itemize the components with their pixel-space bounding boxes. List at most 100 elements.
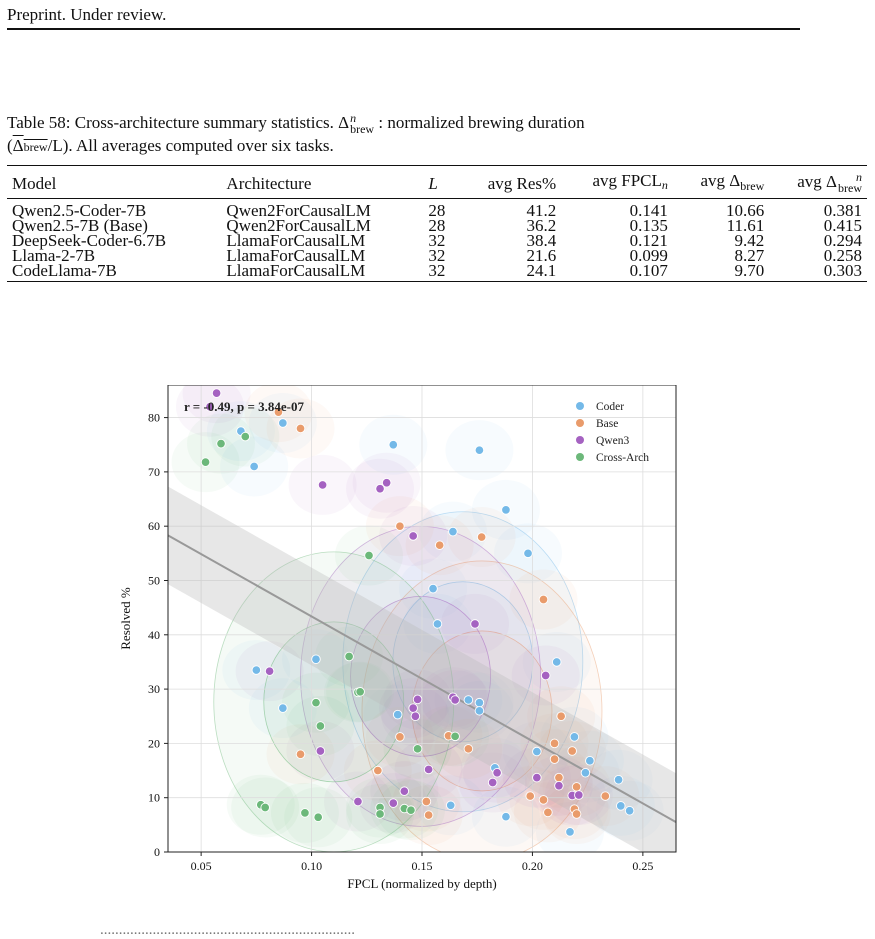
cell-res: 36.2 [526,216,557,235]
data-point-base [434,540,445,550]
cell-res: 41.2 [526,201,557,220]
data-point-coder [251,665,262,675]
data-point-cross-arch [300,808,310,818]
header-rule [7,28,800,30]
data-point-coder [474,697,485,708]
caption-lead: Table 58: Cross-architecture summary sta… [7,113,334,132]
y-tick-label: 0 [154,845,160,859]
x-tick-label: 0.10 [301,859,322,873]
data-point-qwen3 [487,777,498,788]
trend-confidence-band [168,486,676,852]
col-brew-sub: brew [740,178,765,193]
cell-L: 32 [428,231,446,250]
cell-L: 28 [428,216,446,235]
col-brew-label: avg Δ [700,170,741,190]
data-point-coder [428,583,438,594]
data-point-qwen3 [492,767,502,778]
legend-label: Base [596,418,618,430]
data-point-coder [501,505,511,515]
cell-brewn: 0.415 [823,216,862,235]
caption-ratio-over: Δbrew [13,136,48,155]
cell-model: Qwen2.5-Coder-7B [12,201,147,220]
col-fpcl-sub: n [661,178,668,192]
table-row: Qwen2.5-Coder-7B Qwen2ForCausalLM 28 41.… [7,199,867,219]
data-point-qwen3 [205,401,215,412]
col-brewn-sub: brew [838,181,862,195]
density-contour-inner [263,621,405,783]
col-brewn-sup: n [856,170,862,184]
cell-fpcl: 0.141 [629,201,668,220]
caption-delta-symbol: Δ [338,113,350,132]
caption-colon-text: : normalized brewing duration [378,113,585,132]
data-point-coder [311,654,321,664]
data-point-coder [474,706,485,716]
data-point-base [571,782,582,792]
data-point-coder [463,695,474,705]
legend-label: Coder [596,401,624,413]
cell-arch: LlamaForCausalLM [221,262,424,282]
y-tick-label: 30 [148,682,160,696]
cell-arch: Qwen2ForCausalLM [226,201,371,220]
data-point-cross-arch [313,812,323,822]
cell-arch: Qwen2ForCausalLM [226,216,371,235]
data-point-base [423,810,434,820]
data-point-coder [616,801,626,811]
data-point-base [600,791,611,801]
caption-ratio-sub: brew [23,140,48,155]
cell-brew: 10.66 [726,201,765,220]
data-point-qwen3 [423,764,434,775]
data-point-base [543,807,553,818]
x-axis-label: FPCL (normalized by depth) [347,876,496,891]
data-point-base [525,791,535,801]
scatter-figure: 0.05 0.10 0.15 0.20 0.25 0 10 20 30 40 50 60 70 80 r … [118,385,677,891]
data-point-base [556,711,566,721]
legend-swatch [576,453,584,461]
cell-brew: 8.27 [734,246,765,265]
cell-fpcl: 0.099 [629,246,668,265]
data-point-qwen3 [381,477,392,488]
x-tick-label: 0.25 [632,859,653,873]
data-point-cross-arch [412,744,423,754]
data-point-cross-arch [355,687,365,697]
cell-L: 32 [428,246,446,265]
data-point-qwen3 [408,703,418,713]
data-point-base [538,795,549,805]
data-point-qwen3 [399,786,410,796]
data-point-cross-arch [240,431,251,442]
density-blob [182,385,251,424]
data-point-qwen3 [540,670,551,681]
cell-arch: LlamaForCausalLM [226,246,366,265]
data-point-qwen3 [410,711,421,721]
data-point-coder [624,805,635,816]
data-point-coder [565,827,575,837]
data-point-cross-arch [450,731,460,742]
data-point-qwen3 [554,781,564,791]
x-tick-label: 0.15 [412,859,433,873]
y-tick-label: 10 [148,791,160,805]
data-point-cross-arch [344,651,354,662]
data-point-coder [613,775,624,785]
table-row: Qwen2.5-7B (Base) Qwen2ForCausalLM 28 36… [7,216,867,235]
data-point-coder [523,548,533,559]
data-point-base [571,809,582,819]
data-point-coder [278,703,288,713]
caption-delta-scripts: n brew [350,112,374,135]
legend-label: Cross-Arch [596,452,649,464]
data-point-qwen3 [408,531,418,541]
data-point-coder [580,767,591,778]
x-tick-label: 0.20 [522,859,543,873]
data-point-coder [474,445,485,455]
cell-brew: 11.61 [726,216,765,235]
cell-arch: LlamaForCausalLM [226,231,366,250]
cell-L: 32 [423,262,459,282]
x-tick-label: 0.05 [191,859,212,873]
cell-brewn: 0.294 [823,231,862,250]
data-point-cross-arch [406,805,416,815]
data-point-base [554,772,564,783]
cell-L: 28 [428,201,446,220]
data-point-coder [532,746,542,757]
col-L-label: L [428,173,438,193]
cell-res: 24.1 [458,262,562,282]
data-point-coder [448,526,458,537]
